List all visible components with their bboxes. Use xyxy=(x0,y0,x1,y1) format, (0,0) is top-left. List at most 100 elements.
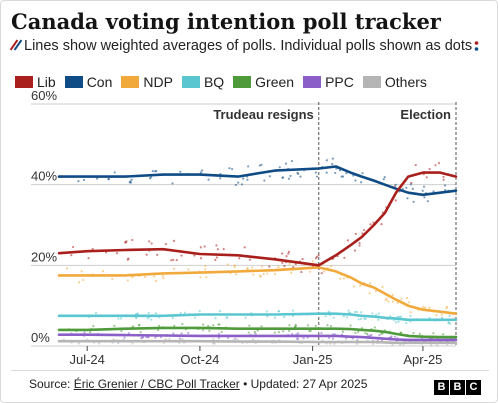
poll-dot xyxy=(273,331,276,334)
poll-dot xyxy=(394,199,397,202)
poll-dot xyxy=(428,167,431,171)
poll-dot xyxy=(179,312,182,315)
poll-dot xyxy=(394,321,398,324)
poll-dot xyxy=(273,273,277,276)
poll-dot xyxy=(218,309,222,313)
poll-dot xyxy=(154,312,158,315)
poll-dot xyxy=(119,317,123,320)
poll-dot xyxy=(405,321,408,325)
poll-dot xyxy=(263,179,266,182)
bbc-logo-letter: B xyxy=(450,380,465,395)
poll-dot xyxy=(233,264,236,267)
poll-dot xyxy=(214,317,217,320)
poll-dot xyxy=(266,272,269,275)
poll-dot xyxy=(81,278,85,282)
poll-dot xyxy=(201,169,204,172)
legend-label: Con xyxy=(86,74,113,90)
poll-dot xyxy=(194,316,197,319)
legend-swatch xyxy=(303,76,322,88)
series-line-ndp xyxy=(57,266,458,315)
poll-dot xyxy=(260,325,263,328)
poll-dot xyxy=(296,337,300,340)
poll-dot xyxy=(397,320,400,323)
subtitle-text: Lines show weighted averages of polls. I… xyxy=(24,38,473,54)
poll-dot xyxy=(77,180,80,183)
poll-dot xyxy=(346,316,349,319)
poll-dot xyxy=(329,325,333,328)
chart-plot: 0% 20% 40% 60% Jul-24 Oct-24 Jan-25 Apr-25 Trude… xyxy=(31,88,458,367)
poll-dot xyxy=(148,240,151,243)
series-line-lib xyxy=(57,171,458,267)
poll-dot xyxy=(244,316,247,319)
poll-dot xyxy=(234,337,237,340)
poll-dot xyxy=(172,332,175,335)
legend-label: NDP xyxy=(143,74,173,90)
poll-dot xyxy=(359,317,363,321)
poll-dot xyxy=(347,309,350,312)
poll-dot xyxy=(178,337,181,340)
legend-swatch xyxy=(362,76,381,88)
poll-dot xyxy=(94,311,98,315)
poll-dot xyxy=(248,324,251,327)
poll-dot xyxy=(432,332,435,335)
poll-dot xyxy=(123,241,127,244)
poll-dot xyxy=(412,200,415,203)
poll-dot xyxy=(364,317,367,321)
poll-dot xyxy=(120,329,123,333)
poll-dot xyxy=(87,257,90,260)
poll-dot xyxy=(262,273,265,276)
poll-dot xyxy=(89,330,92,334)
poll-dot xyxy=(127,257,130,260)
poll-dot xyxy=(391,293,394,297)
poll-dot xyxy=(387,300,390,303)
legend-item: NDP xyxy=(121,74,173,90)
poll-dot xyxy=(154,336,157,339)
poll-dot xyxy=(315,255,318,258)
poll-dot xyxy=(201,328,204,332)
poll-dot xyxy=(364,332,367,335)
x-tick-label: Oct-24 xyxy=(180,352,219,367)
poll-dot xyxy=(71,245,75,249)
poll-dot xyxy=(357,330,360,334)
legend: Lib Con NDP BQ Green PPC Others xyxy=(15,74,436,92)
series-line-green xyxy=(57,326,458,339)
source-link[interactable]: Éric Grenier / CBC Poll Tracker xyxy=(73,377,240,391)
legend-item: Con xyxy=(64,74,113,90)
poll-dot xyxy=(161,274,164,278)
poll-dot xyxy=(429,344,433,347)
poll-dot xyxy=(380,223,383,226)
y-tick-label: 40% xyxy=(31,169,57,184)
poll-dot xyxy=(435,314,438,317)
poll-dot xyxy=(92,325,95,328)
poll-dot xyxy=(164,242,168,246)
poll-dot xyxy=(421,189,424,192)
y-tick-label: 60% xyxy=(31,88,57,103)
poll-dot xyxy=(331,337,335,340)
poll-dot xyxy=(254,332,257,335)
poll-dot xyxy=(411,187,414,191)
poll-dot xyxy=(426,200,429,203)
poll-dot xyxy=(434,164,437,167)
poll-dot xyxy=(437,161,441,165)
poll-dot xyxy=(412,331,415,335)
poll-dot xyxy=(308,330,311,333)
legend-item: Others xyxy=(362,74,427,90)
poll-dot xyxy=(288,262,291,266)
poll-dot xyxy=(317,254,320,257)
legend-item: Green xyxy=(233,74,294,90)
poll-dot xyxy=(394,183,397,187)
poll-dot xyxy=(222,248,225,251)
poll-dot xyxy=(268,175,271,178)
poll-dot xyxy=(130,178,133,181)
poll-dot xyxy=(171,182,174,185)
poll-dot xyxy=(405,186,408,189)
poll-dot xyxy=(199,276,202,279)
poll-dot xyxy=(78,281,81,284)
poll-dot xyxy=(414,163,417,167)
poll-dot xyxy=(391,300,395,303)
poll-dot xyxy=(277,265,280,269)
poll-dot xyxy=(153,275,156,278)
poll-dot xyxy=(144,275,147,278)
poll-dot xyxy=(215,244,218,247)
chart-title: Canada voting intention poll tracker xyxy=(11,9,441,34)
